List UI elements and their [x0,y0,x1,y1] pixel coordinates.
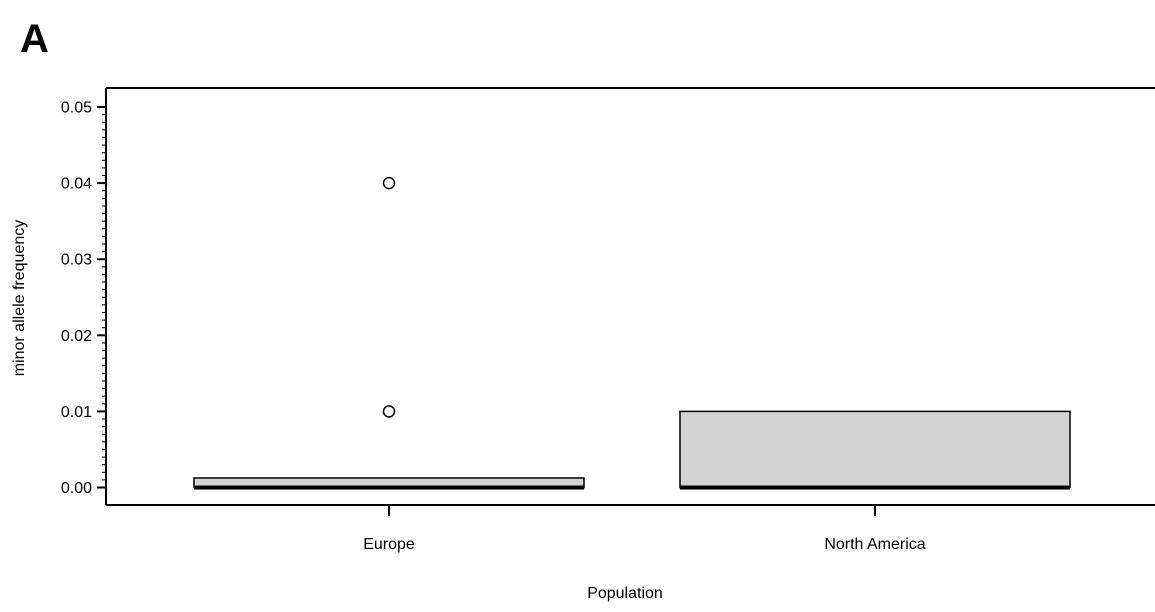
plot-axes: 0.00 0.01 0.02 0.03 0.04 0.05 Europe North Amer… [61,87,1155,553]
box [679,410,1071,489]
outlier-point [382,176,396,190]
y-axis-label: minor allele frequency [11,220,28,377]
y-tick-label: 0.05 [61,100,92,117]
y-tick-label: 0.02 [61,328,92,345]
y-tick-label: 0.00 [61,480,92,497]
y-tick-label: 0.03 [61,252,92,269]
y-tick-label: 0.04 [61,176,92,193]
y-tick-label: 0.01 [61,404,92,421]
box-group [193,176,1071,490]
panel-label: A [20,17,49,61]
x-tick-label: Europe [363,536,415,553]
x-tick-label: North America [824,536,925,553]
outlier-point [382,405,396,418]
x-axis-label: Population [587,585,663,602]
